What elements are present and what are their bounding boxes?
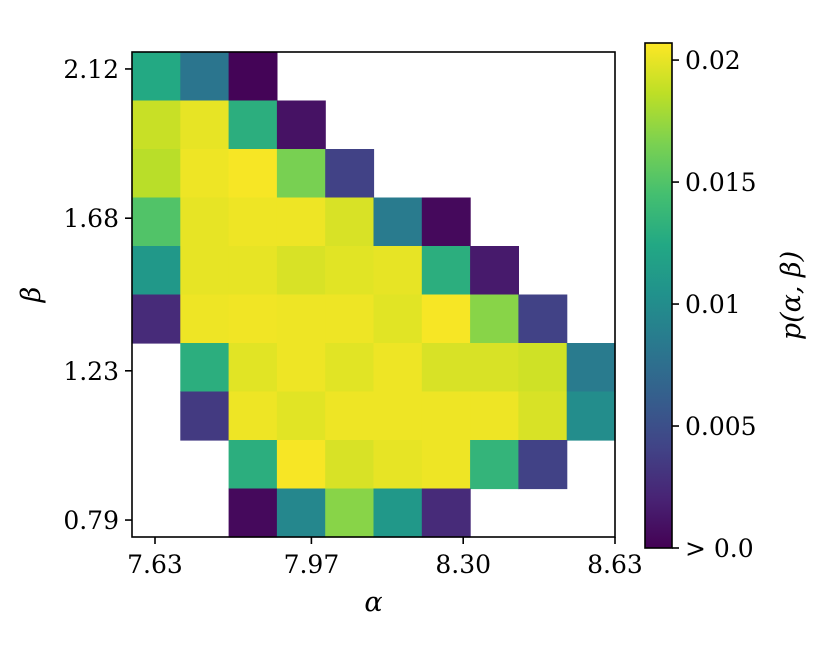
heatmap-cells: [132, 52, 616, 538]
heatmap-cell: [228, 197, 278, 247]
heatmap-cell: [132, 52, 181, 102]
y-tick-label: 1.23: [63, 357, 119, 386]
x-tick-label: 7.97: [284, 550, 340, 579]
heatmap-cell: [180, 294, 230, 344]
heatmap-cell: [470, 246, 519, 296]
heatmap-cell: [180, 197, 230, 247]
heatmap-cell: [325, 294, 375, 344]
heatmap-cell: [276, 440, 326, 490]
x-axis-ticks: 7.63 7.97 8.30 8.63: [127, 537, 643, 579]
y-tick-label: 0.79: [63, 506, 119, 535]
heatmap-cell: [470, 440, 519, 490]
x-tick-label: 8.30: [435, 550, 491, 579]
heatmap-cell: [132, 246, 181, 296]
heatmap-cell: [373, 294, 423, 344]
heatmap-cell: [325, 343, 375, 393]
heatmap-cell: [132, 149, 181, 199]
heatmap-cell: [276, 294, 326, 344]
heatmap-cell: [373, 440, 423, 490]
heatmap-cell: [470, 391, 519, 441]
heatmap-cell: [325, 197, 375, 247]
colorbar-tick-label: > 0.0: [685, 534, 754, 563]
heatmap-cell: [518, 391, 568, 441]
heatmap-cell: [228, 100, 278, 150]
heatmap-cell: [228, 149, 278, 199]
heatmap-cell: [180, 149, 230, 199]
y-tick-label: 2.12: [63, 55, 119, 84]
heatmap-cell: [132, 197, 181, 247]
colorbar-label: p(α, β): [776, 251, 807, 340]
colorbar-ticks: > 0.0 0.005 0.01 0.015 0.02: [672, 46, 757, 563]
colorbar: [644, 42, 673, 549]
heatmap-cell: [276, 246, 326, 296]
heatmap-cell: [276, 100, 326, 150]
heatmap-cell: [228, 246, 278, 296]
y-axis-label: β: [16, 287, 47, 304]
heatmap-cell: [373, 488, 423, 538]
heatmap-cell: [566, 343, 616, 393]
heatmap-cell: [228, 391, 278, 441]
heatmap-cell: [325, 440, 375, 490]
heatmap-cell: [421, 246, 471, 296]
heatmap-cell: [421, 440, 471, 490]
heatmap-cell: [325, 246, 375, 296]
heatmap-cell: [566, 391, 616, 441]
heatmap-cell: [276, 197, 326, 247]
heatmap-cell: [180, 52, 230, 102]
heatmap-cell: [325, 149, 375, 199]
heatmap-cell: [373, 391, 423, 441]
heatmap-cell: [518, 343, 568, 393]
heatmap-cell: [132, 294, 181, 344]
heatmap-cell: [518, 294, 568, 344]
heatmap-cell: [180, 100, 230, 150]
heatmap-cell: [421, 294, 471, 344]
heatmap-cell: [421, 343, 471, 393]
y-tick-label: 1.68: [63, 204, 119, 233]
colorbar-tick-label: 0.02: [685, 46, 741, 75]
heatmap-cell: [470, 294, 519, 344]
plot-frame: [131, 51, 616, 538]
heatmap-cell: [228, 343, 278, 393]
x-axis-label: α: [364, 587, 382, 618]
heatmap-cell: [180, 246, 230, 296]
heatmap-cell: [373, 343, 423, 393]
heatmap-cell: [421, 391, 471, 441]
heatmap-cell: [421, 488, 471, 538]
heatmap-cell: [421, 197, 471, 247]
heatmap-cell: [325, 488, 375, 538]
colorbar-tick-label: 0.005: [685, 412, 757, 441]
y-axis-ticks: 2.12 1.68 1.23 0.79: [63, 55, 132, 535]
colorbar-tick-label: 0.015: [685, 168, 757, 197]
heatmap-cell: [470, 343, 519, 393]
heatmap-cell: [276, 343, 326, 393]
x-tick-label: 8.63: [587, 550, 643, 579]
heatmap-cell: [228, 52, 278, 102]
x-tick-label: 7.63: [127, 550, 183, 579]
colorbar-tick-label: 0.01: [685, 290, 741, 319]
heatmap-cell: [228, 488, 278, 538]
heatmap-cell: [180, 391, 230, 441]
heatmap-cell: [132, 100, 181, 150]
heatmap-cell: [276, 391, 326, 441]
heatmap-cell: [228, 294, 278, 344]
heatmap-cell: [518, 440, 568, 490]
heatmap-cell: [276, 488, 326, 538]
heatmap-cell: [373, 197, 423, 247]
heatmap-cell: [228, 440, 278, 490]
heatmap-cell: [373, 246, 423, 296]
heatmap-cell: [276, 149, 326, 199]
heatmap-cell: [180, 343, 230, 393]
heatmap-cell: [325, 391, 375, 441]
